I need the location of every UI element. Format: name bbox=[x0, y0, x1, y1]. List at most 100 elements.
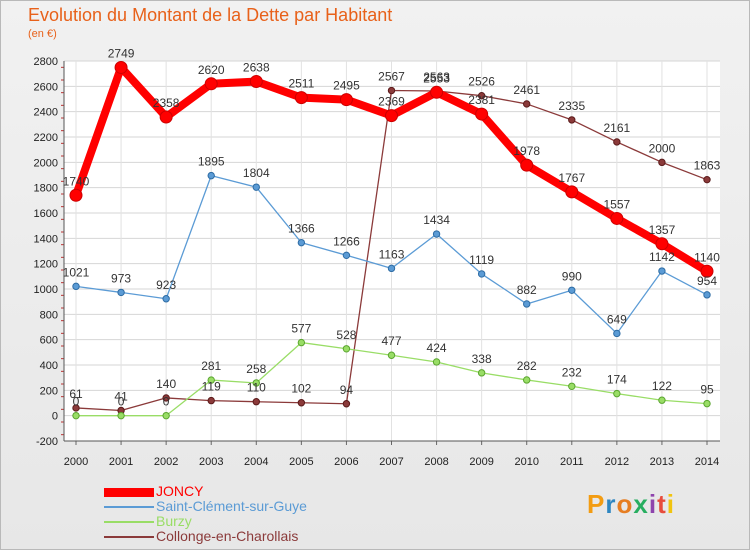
y-tick-label: 2400 bbox=[34, 107, 58, 119]
data-point-2 bbox=[117, 411, 125, 420]
data-label-0: 1740 bbox=[63, 174, 90, 188]
y-tick-label: 200 bbox=[40, 385, 58, 397]
data-point-1 bbox=[252, 183, 260, 191]
x-tick-label: 2012 bbox=[605, 456, 629, 468]
y-tick-label: 600 bbox=[40, 335, 58, 347]
y-tick-label: -200 bbox=[36, 436, 58, 448]
logo-letter: P bbox=[587, 489, 606, 519]
y-tick-label: 1200 bbox=[34, 259, 58, 271]
data-label-2: 0 bbox=[163, 395, 170, 409]
data-label-0: 2620 bbox=[198, 63, 225, 77]
data-label-0: 2511 bbox=[288, 77, 314, 91]
data-label-3: 2461 bbox=[513, 83, 540, 97]
data-label-2: 0 bbox=[118, 395, 125, 409]
logo-letter: i bbox=[648, 489, 658, 519]
data-point-2 bbox=[523, 376, 531, 384]
x-tick-label: 2006 bbox=[334, 456, 358, 468]
legend-label-burzy: Burzy bbox=[156, 513, 192, 529]
data-label-2: 95 bbox=[700, 383, 714, 397]
data-point-1 bbox=[117, 288, 125, 297]
data-label-3: 119 bbox=[202, 380, 221, 394]
data-point-2 bbox=[72, 411, 80, 420]
data-point-1 bbox=[658, 267, 666, 275]
data-label-1: 990 bbox=[562, 269, 582, 283]
x-tick-label: 2002 bbox=[154, 456, 178, 468]
x-tick-label: 2011 bbox=[560, 456, 584, 468]
data-point-0 bbox=[475, 107, 489, 121]
y-tick-label: 1600 bbox=[34, 208, 58, 220]
logo-letter: t bbox=[657, 489, 667, 519]
x-tick-label: 2000 bbox=[64, 456, 88, 468]
data-label-1: 954 bbox=[697, 274, 717, 288]
data-point-0 bbox=[385, 109, 398, 123]
y-tick-label: 2200 bbox=[34, 132, 58, 144]
legend-label-saint-clement: Saint-Clément-sur-Guye bbox=[156, 498, 307, 514]
legend-label-collonge: Collonge-en-Charollais bbox=[156, 528, 299, 544]
data-point-2 bbox=[432, 358, 441, 366]
data-point-2 bbox=[387, 351, 396, 359]
data-point-1 bbox=[387, 264, 396, 273]
data-point-1 bbox=[207, 171, 215, 180]
data-point-0 bbox=[655, 237, 669, 251]
data-label-2: 232 bbox=[562, 365, 582, 379]
data-label-3: 61 bbox=[69, 387, 83, 401]
data-point-2 bbox=[658, 396, 666, 404]
data-point-1 bbox=[297, 238, 306, 247]
data-point-2 bbox=[297, 338, 306, 347]
data-label-0: 1140 bbox=[694, 250, 720, 264]
data-label-1: 1163 bbox=[379, 247, 405, 261]
legend-swatch-saint-clement bbox=[104, 505, 154, 508]
y-tick-label: 2000 bbox=[34, 157, 58, 169]
data-label-1: 649 bbox=[607, 312, 627, 326]
x-tick-label: 2010 bbox=[514, 456, 538, 468]
legend-swatch-burzy bbox=[104, 520, 154, 523]
y-tick-label: 0 bbox=[52, 411, 58, 423]
x-tick-label: 2008 bbox=[424, 456, 448, 468]
data-label-2: 174 bbox=[607, 373, 627, 387]
data-label-1: 1804 bbox=[243, 166, 270, 180]
data-label-3: 2335 bbox=[558, 99, 585, 113]
data-label-1: 1119 bbox=[469, 253, 494, 267]
data-label-3: 102 bbox=[291, 382, 311, 396]
data-label-1: 973 bbox=[111, 271, 131, 285]
data-point-2 bbox=[703, 399, 711, 408]
legend-label-joncy: JONCY bbox=[156, 483, 204, 499]
logo-letter: o bbox=[616, 489, 634, 519]
y-tick-label: 1800 bbox=[34, 183, 58, 195]
data-point-2 bbox=[342, 345, 351, 353]
data-point-0 bbox=[520, 158, 534, 172]
data-label-2: 338 bbox=[472, 352, 492, 366]
y-tick-label: 400 bbox=[40, 360, 58, 372]
logo-letter: x bbox=[633, 489, 649, 519]
y-tick-label: 2600 bbox=[34, 81, 58, 93]
data-point-2 bbox=[613, 389, 621, 398]
data-point-0 bbox=[565, 185, 579, 199]
y-tick-label: 1000 bbox=[34, 284, 58, 296]
data-label-2: 477 bbox=[381, 334, 401, 348]
chart-title: Evolution du Montant de la Dette par Hab… bbox=[28, 5, 393, 25]
data-label-3: 2161 bbox=[604, 121, 631, 135]
data-label-3: 140 bbox=[156, 377, 176, 391]
data-label-1: 1366 bbox=[288, 222, 315, 236]
data-point-3 bbox=[568, 116, 576, 124]
data-point-2 bbox=[568, 382, 576, 390]
data-label-3: 2567 bbox=[378, 70, 405, 84]
data-label-2: 122 bbox=[652, 379, 672, 393]
x-tick-label: 2001 bbox=[109, 456, 133, 468]
data-point-2 bbox=[252, 379, 260, 387]
data-label-0: 2553 bbox=[423, 71, 450, 85]
data-label-1: 1266 bbox=[333, 234, 360, 248]
data-point-1 bbox=[342, 251, 351, 260]
data-label-3: 41 bbox=[114, 389, 128, 403]
data-point-3 bbox=[342, 400, 351, 408]
logo-letter: i bbox=[666, 489, 675, 519]
data-point-3 bbox=[477, 92, 486, 100]
x-tick-label: 2005 bbox=[289, 456, 313, 468]
data-point-3 bbox=[207, 396, 215, 405]
x-tick-label: 2014 bbox=[695, 456, 719, 468]
data-point-0 bbox=[204, 77, 218, 91]
data-label-1: 923 bbox=[156, 278, 176, 292]
data-point-3 bbox=[252, 398, 260, 406]
